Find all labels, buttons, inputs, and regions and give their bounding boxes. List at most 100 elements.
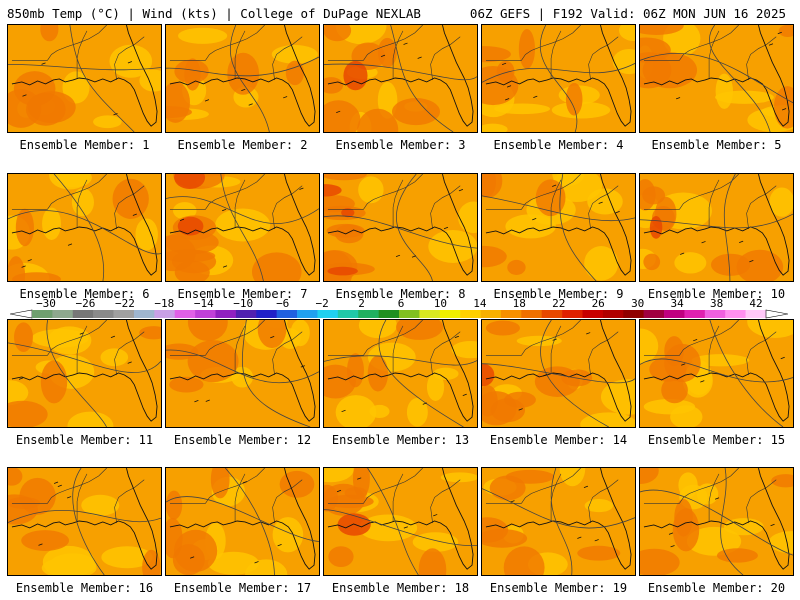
state-border [485, 174, 581, 210]
height-contour [324, 509, 477, 546]
ensemble-member-label: Ensemble Member: 12 [173, 433, 312, 447]
colorbar-swatch [643, 310, 665, 318]
height-contour [166, 196, 319, 224]
state-border [392, 179, 404, 228]
wind-barb [583, 485, 589, 489]
colorbar-swatch [521, 310, 543, 318]
state-border [114, 185, 145, 230]
ensemble-member-label: Ensemble Member: 15 [647, 433, 786, 447]
wind-barb [454, 335, 459, 339]
state-border [550, 473, 562, 522]
temperature-field [482, 25, 635, 132]
ensemble-member-label: Ensemble Member: 3 [335, 138, 466, 152]
cool-patch [93, 115, 122, 129]
state-border [114, 479, 145, 524]
cool-patch [451, 341, 477, 359]
state-border [114, 36, 145, 81]
height-contour [242, 320, 311, 427]
wind-barb [681, 363, 686, 366]
ensemble-member-label: Ensemble Member: 10 [647, 287, 786, 301]
warm-patch [166, 490, 183, 520]
wind-barb [357, 477, 362, 480]
ensemble-member-map [165, 319, 320, 428]
colorbar-tick-label: 38 [710, 297, 723, 310]
colorbar-swatch [562, 310, 583, 318]
state-border [643, 25, 739, 61]
state-border [746, 36, 777, 81]
state-border [588, 331, 619, 376]
wind-barb [462, 393, 467, 396]
state-border [327, 25, 423, 61]
warm-patch [172, 544, 205, 575]
warm-patch [324, 100, 361, 132]
warm-patch [285, 60, 304, 86]
warm-patch [482, 66, 519, 106]
wind-barb [505, 98, 510, 101]
warm-patch [396, 320, 444, 340]
height-contour [720, 468, 744, 575]
hot-patch [341, 208, 355, 218]
state-border [11, 320, 107, 356]
ensemble-member-label: Ensemble Member: 13 [331, 433, 470, 447]
warm-patch [40, 360, 68, 404]
cool-patch [135, 218, 158, 251]
warm-patch [324, 174, 367, 181]
state-border [114, 331, 145, 376]
temperature-field [8, 468, 161, 575]
coastline [11, 320, 158, 422]
warm-patch [503, 546, 545, 575]
warm-patch [778, 25, 793, 37]
colorbar-tick-label: 2 [358, 297, 365, 310]
warm-patch [8, 256, 26, 281]
ensemble-member-map [323, 173, 478, 282]
ensemble-member-label: Ensemble Member: 9 [493, 287, 624, 301]
wind-barb [132, 213, 137, 216]
colorbar-swatch [725, 310, 746, 318]
state-border [327, 320, 423, 356]
wind-barb [433, 514, 438, 517]
height-contour [640, 52, 793, 104]
warm-patch [518, 29, 536, 69]
warm-patch [640, 52, 672, 89]
colorbar-swatch [664, 310, 685, 318]
colorbar-swatch [704, 310, 726, 318]
wind-barb [336, 489, 342, 493]
map-title: 850mb Temp (°C) | Wind (kts) | College o… [7, 6, 421, 21]
wind-barb [701, 241, 706, 244]
cool-patch [640, 328, 659, 364]
wind-barb [782, 108, 787, 111]
wind-barb [67, 243, 73, 246]
temperature-field [482, 468, 635, 575]
colorbar-swatch [745, 310, 767, 318]
warm-patch [640, 468, 659, 484]
temperature-field [482, 174, 635, 281]
wind-barb [598, 201, 603, 204]
temperature-field [324, 174, 477, 281]
wind-barb [66, 496, 72, 499]
cool-patch [769, 187, 793, 217]
cool-patch [686, 526, 742, 556]
height-contour [53, 174, 105, 281]
coastline [485, 174, 632, 276]
cool-patch [324, 468, 354, 483]
warm-patch [40, 25, 59, 42]
cool-patch [8, 380, 29, 406]
warm-patch [535, 179, 566, 217]
height-contour [482, 63, 635, 83]
warm-patch [661, 376, 688, 404]
ensemble-member-label: Ensemble Member: 7 [177, 287, 308, 301]
colorbar-swatch [317, 310, 339, 318]
colorbar-tick-label: −2 [315, 297, 328, 310]
colorbar-tick-label: 18 [513, 297, 526, 310]
warm-patch [485, 320, 521, 336]
wind-barb [552, 338, 557, 341]
state-border [11, 174, 107, 210]
colorbar-swatch [72, 310, 94, 318]
wind-barb [714, 497, 720, 500]
colorbar: −30 −26 −22 −18 −14 −10 −6 −2 2 6 10 14 18 22 26 30 34 38… [10, 297, 788, 321]
wind-barb [552, 184, 557, 187]
cool-patch [505, 214, 556, 239]
state-border [76, 30, 88, 79]
ensemble-member-map [7, 24, 162, 133]
warm-patch [565, 82, 583, 116]
